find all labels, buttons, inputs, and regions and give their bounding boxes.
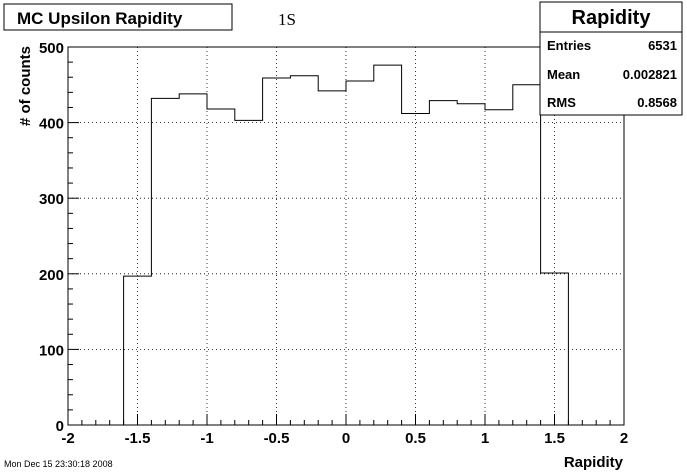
y-tick-label: 100 [39,342,64,359]
x-tick-label: -0.5 [264,430,290,447]
chart-annotation: 1S [278,10,296,29]
histogram-bin [124,276,152,425]
x-tick-label: 2 [620,430,628,447]
timestamp: Mon Dec 15 23:30:18 2008 [4,459,113,469]
stats-rms-value: 0.8568 [637,95,677,110]
stats-rms-label: RMS [547,95,576,110]
histogram-bin [151,98,179,425]
y-axis-label: # of counts [17,46,34,126]
histogram-bin [374,65,402,425]
histogram-bin [235,120,263,425]
x-tick-label: -2 [61,430,74,447]
y-tick-label: 300 [39,191,64,208]
y-axis-ticks: 0 100 200 300 400 500 [39,40,79,435]
histogram-bin [513,85,541,425]
stats-box [539,1,683,116]
y-tick-label: 400 [39,116,64,133]
x-tick-label: -1.5 [125,430,151,447]
x-tick-label: -1 [200,430,213,447]
histogram-bin [179,94,207,425]
stats-entries-value: 6531 [648,38,677,53]
stats-entries-label: Entries [547,38,591,53]
grid-lines [68,47,624,425]
x-tick-label: 0 [342,430,350,447]
stats-mean-label: Mean [547,67,580,82]
y-tick-label: 0 [56,418,64,435]
histogram-bin [457,104,485,425]
histogram-bin [485,110,513,425]
stats-mean-value: 0.002821 [623,67,677,82]
x-tick-label: 0.5 [405,430,426,447]
x-tick-label: 1.5 [544,430,565,447]
histogram-outline [123,64,569,425]
histogram-bin [207,109,235,425]
histogram-bin [402,114,430,425]
histogram-bin [346,81,374,425]
x-axis-label: Rapidity [564,454,624,471]
histogram-bin [429,101,457,425]
chart-title: MC Upsilon Rapidity [17,9,183,28]
x-axis-ticks: -2 -1.5 -1 -0.5 0 0.5 1 1.5 2 [61,414,628,447]
x-tick-label: 1 [481,430,489,447]
y-tick-label: 500 [39,40,64,57]
title-box [3,3,233,31]
stats-box-title: Rapidity [572,7,652,29]
histogram-bin [290,76,318,425]
y-tick-label: 200 [39,267,64,284]
histogram-bin [318,91,346,425]
